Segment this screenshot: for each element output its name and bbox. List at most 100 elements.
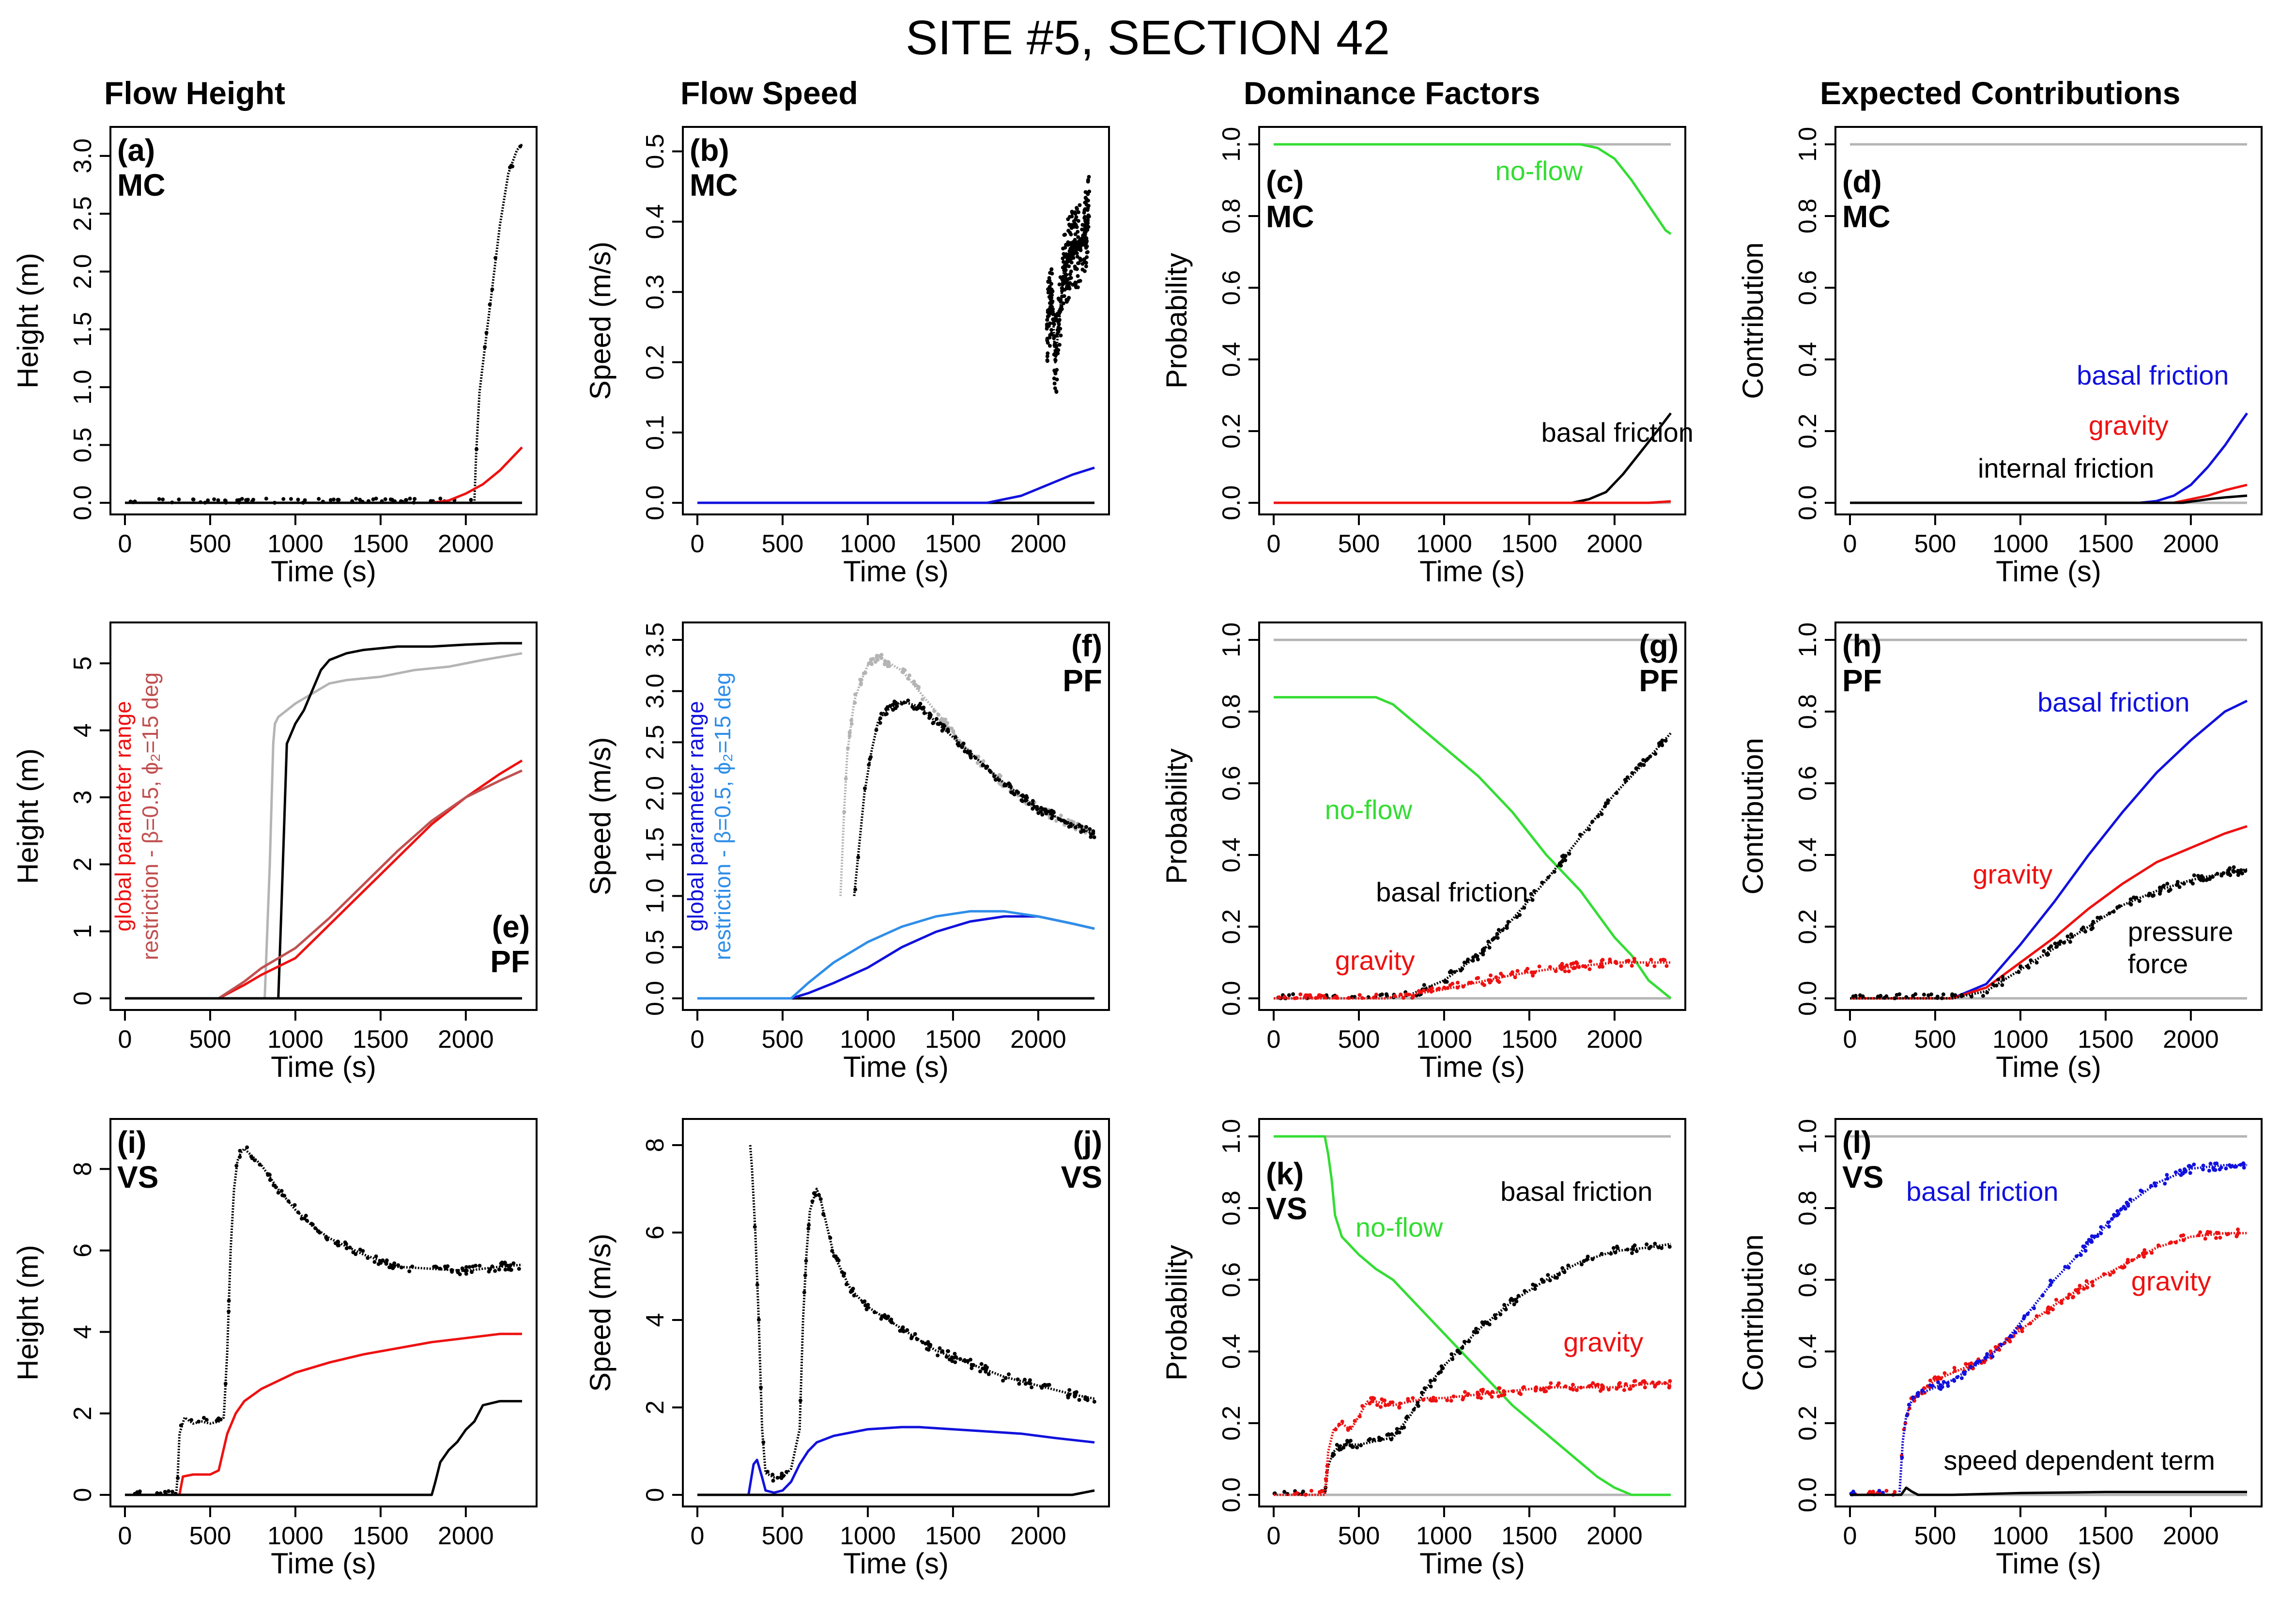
data-point xyxy=(2049,1278,2053,1283)
data-point xyxy=(969,754,973,759)
data-point xyxy=(766,1470,770,1474)
plot-frame xyxy=(109,126,538,515)
data-point xyxy=(1085,250,1089,255)
data-point xyxy=(2173,1170,2178,1175)
data-point xyxy=(1556,1381,1561,1385)
data-point xyxy=(1049,816,1054,821)
data-point xyxy=(1656,1245,1661,1250)
x-tick-label: 500 xyxy=(762,1025,804,1054)
data-point xyxy=(883,712,888,716)
data-point xyxy=(2054,1298,2058,1302)
data-point xyxy=(874,728,878,732)
data-point xyxy=(1492,936,1496,940)
data-point xyxy=(432,1265,436,1269)
x-tick-label: 2000 xyxy=(2163,1025,2219,1054)
data-point xyxy=(1996,978,2001,982)
data-point xyxy=(1554,969,1558,973)
data-point xyxy=(1631,1384,1635,1388)
data-point xyxy=(2150,894,2155,898)
data-point xyxy=(396,1263,401,1267)
data-point xyxy=(2083,930,2087,934)
x-axis-label: Time (s) xyxy=(1996,555,2101,588)
data-point xyxy=(1505,926,1509,930)
data-point xyxy=(1068,223,1072,228)
data-point xyxy=(1075,207,1079,211)
data-point xyxy=(1544,1389,1548,1394)
series-annotation: basal friction xyxy=(1376,877,1528,907)
data-point xyxy=(2174,1241,2178,1244)
y-tick-label: 0.0 xyxy=(1217,485,1246,520)
method-label: VS xyxy=(117,1160,158,1195)
data-point xyxy=(1056,348,1061,352)
data-point xyxy=(1501,974,1505,978)
data-point xyxy=(849,718,853,722)
data-point xyxy=(1928,1383,1932,1388)
data-point xyxy=(1600,959,1604,963)
data-point xyxy=(806,1226,811,1231)
data-point xyxy=(1895,993,1899,997)
data-point xyxy=(1001,1379,1005,1383)
data-point xyxy=(2000,983,2004,987)
data-point xyxy=(1035,807,1039,811)
data-point xyxy=(1074,1390,1079,1394)
data-point xyxy=(936,713,940,717)
data-point xyxy=(167,1489,171,1493)
data-point xyxy=(279,1189,284,1193)
data-point xyxy=(878,721,882,725)
y-tick-label: 2 xyxy=(69,1406,97,1420)
data-point xyxy=(867,661,871,666)
plot-frame xyxy=(1834,126,2263,515)
data-point xyxy=(1076,230,1080,234)
data-point xyxy=(1422,983,1426,987)
data-point xyxy=(2102,1272,2106,1276)
data-point xyxy=(391,1266,395,1270)
data-point xyxy=(1518,913,1522,917)
data-point xyxy=(1938,1376,1942,1381)
data-point xyxy=(920,697,925,701)
data-point xyxy=(1563,858,1568,862)
data-point xyxy=(438,1266,442,1271)
x-tick-label: 1500 xyxy=(925,530,981,558)
data-point xyxy=(1069,260,1074,264)
data-point xyxy=(1332,1452,1336,1457)
chart-panel-a: 0 500 1000 1500 2000 0.0 0.5 1.0 1.5 2.0 2.5 3.0 Tim… xyxy=(12,126,538,588)
data-point xyxy=(1076,274,1080,278)
data-point xyxy=(1048,301,1052,305)
data-point xyxy=(438,497,443,501)
y-tick-label: 4 xyxy=(69,1325,97,1339)
data-point xyxy=(802,1290,806,1295)
plot-frame xyxy=(1258,1118,1686,1507)
data-point xyxy=(1638,762,1643,766)
data-point xyxy=(1649,958,1653,962)
data-point xyxy=(517,1267,521,1271)
data-point xyxy=(869,657,873,662)
data-point xyxy=(238,1155,242,1159)
data-point xyxy=(2128,1197,2132,1202)
data-point xyxy=(828,1236,832,1240)
data-point xyxy=(1348,1439,1353,1443)
data-point xyxy=(1420,1391,1424,1395)
data-point xyxy=(2034,961,2039,965)
data-point xyxy=(1092,835,1096,839)
y-tick-label: 0.0 xyxy=(641,981,669,1016)
data-point xyxy=(1630,1251,1634,1255)
data-point xyxy=(1633,1379,1637,1383)
data-point xyxy=(1506,920,1510,924)
plot-frame xyxy=(1258,621,1686,1011)
data-point xyxy=(1475,955,1479,959)
data-point xyxy=(1371,1399,1375,1403)
data-point xyxy=(1412,1408,1416,1412)
data-point xyxy=(2229,1164,2234,1168)
y-axis-label: Height (m) xyxy=(12,253,44,388)
data-point xyxy=(1994,983,1999,988)
data-point xyxy=(1430,986,1434,991)
y-tick-label: 8 xyxy=(641,1138,669,1152)
data-point xyxy=(1562,1270,1567,1274)
y-tick-label: 0.6 xyxy=(1217,1262,1246,1297)
data-point xyxy=(289,497,293,501)
data-point xyxy=(1070,214,1074,218)
data-point xyxy=(1295,1491,1299,1495)
data-point xyxy=(1932,1376,1936,1381)
data-point xyxy=(2029,958,2033,963)
data-point xyxy=(1003,1376,1008,1380)
